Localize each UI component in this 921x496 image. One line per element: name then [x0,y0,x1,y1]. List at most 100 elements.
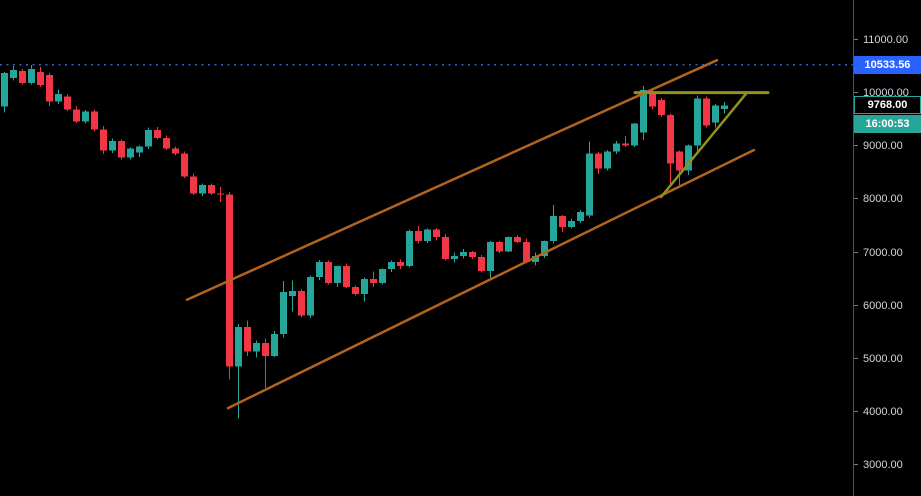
candle-up [505,236,512,252]
candle-down [397,262,404,267]
candle-up [253,342,260,352]
candle-up [334,266,341,283]
candle-up [568,220,575,227]
candle-down [64,96,71,110]
candle-down [19,71,26,84]
candle-up [388,262,395,269]
candle-up [613,143,620,152]
candle-down [100,129,107,151]
candle-down [154,129,161,138]
candle-up [136,146,143,153]
price-axis-tick: 6000.00 [854,300,921,312]
candle-down [523,241,530,263]
candle-up [82,111,89,122]
candle-down [559,215,566,227]
price-axis-tick: 3000.00 [854,459,921,471]
candle-up [604,151,611,169]
candle-down [181,153,188,177]
candle-down [469,252,476,258]
candle-down [46,75,53,102]
candle-down [433,229,440,237]
candle-up [541,240,548,257]
candle-up [271,333,278,357]
candle-up [307,277,314,316]
candle-up [532,256,539,263]
candle-up [109,140,116,151]
ath-price-text: 10533.56 [864,58,911,71]
candle-up [577,211,584,221]
candle-up [10,70,17,79]
candle-up [127,148,134,158]
chart-plot-area[interactable] [0,0,853,496]
candle-up [289,291,296,297]
candle-down [370,279,377,283]
candle-up [235,326,242,367]
channel-upper-line[interactable] [185,58,719,302]
price-axis-tick: 10000.00 [854,87,921,99]
price-axis-tick: 4000.00 [854,406,921,418]
candle-down [298,291,305,316]
candle-up [55,94,62,102]
candle-down [325,262,332,283]
candle-up [640,89,647,133]
candle-close-countdown-label: 16:00:53 [854,114,921,133]
candle-up [631,123,638,146]
price-axis-tick: 11000.00 [854,34,921,46]
candle-up [712,105,719,123]
candle-down [649,93,656,107]
candle-up [406,230,413,267]
candle-up [550,215,557,241]
candle-up [424,229,431,242]
candle-up [145,129,152,147]
candle-down [622,143,629,146]
candle-up [685,145,692,171]
candle-down [676,151,683,171]
candle-down [73,109,80,122]
candle-down [217,193,224,195]
candle-up [28,69,35,84]
candle-down [172,148,179,154]
price-axis-tick: 9000.00 [854,140,921,152]
candle-down [514,236,521,242]
price-axis-tick: 5000.00 [854,353,921,365]
candle-down [343,266,350,288]
last-price-text: 9768.00 [867,99,908,112]
candle-up [586,153,593,216]
candle-down [658,99,665,116]
candle-down [352,287,359,295]
candle-down [595,153,602,169]
candle-up [316,262,323,278]
channel-lower-line[interactable] [226,148,756,410]
candle-down [415,230,422,242]
triangle-support-line[interactable] [659,91,749,199]
candle-down [478,257,485,272]
candle-down [163,137,170,149]
candle-up [379,268,386,283]
ath-price-label: 10533.56 [854,55,921,74]
candlestick-chart [0,58,853,419]
candle-up [361,279,368,295]
candle-down [667,115,674,164]
candle-up [487,241,494,272]
price-axis-tick: 7000.00 [854,247,921,259]
candle-up [1,73,8,107]
candle-up [721,105,728,110]
candle-down [208,185,215,194]
candle-down [703,98,710,126]
candle-down [118,140,125,158]
candle-down [442,236,449,260]
candle-down [91,111,98,130]
candle-up [694,98,701,146]
price-axis-tick: 8000.00 [854,193,921,205]
candle-down [262,342,269,357]
candle-down [496,241,503,252]
candle-up [451,256,458,260]
candle-up [460,252,467,257]
candle-up [199,185,206,194]
candle-down [37,72,44,86]
candle-down [244,326,251,352]
price-axis[interactable]: 11000.00 10000.00 9000.00 8000.00 7000.00 600… [853,0,921,496]
last-price-label: 9768.00 [854,96,921,115]
candle-down [190,176,197,194]
